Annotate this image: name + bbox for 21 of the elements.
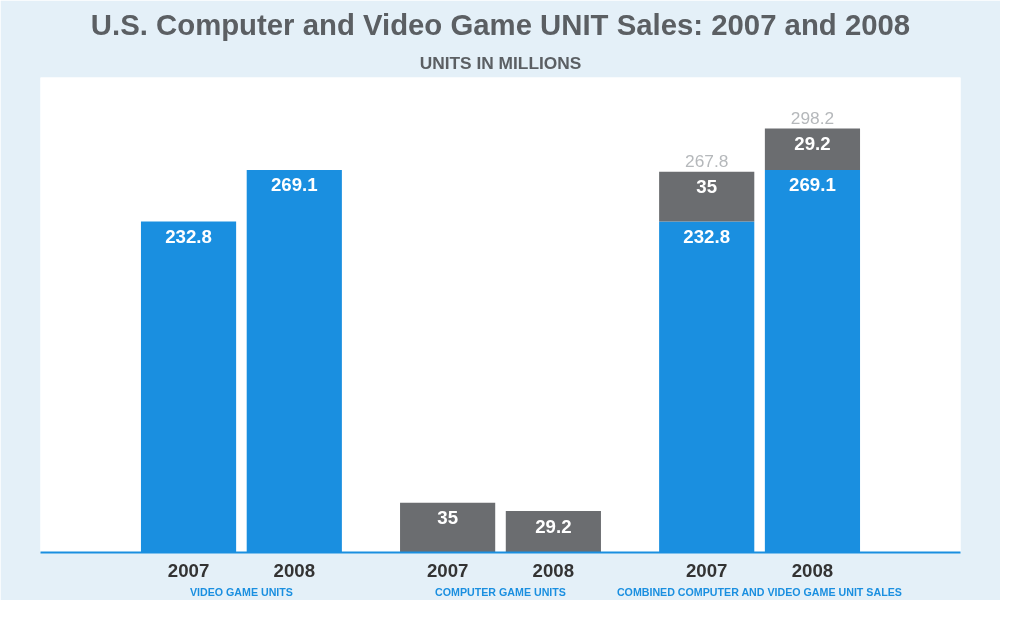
x-tick-label: 2008 xyxy=(791,559,834,581)
data-label: 269.1 xyxy=(270,174,318,196)
x-tick-label: 2007 xyxy=(167,559,210,581)
total-label: 267.8 xyxy=(685,151,729,172)
text: COMPUTER GAME UNITS xyxy=(435,585,566,598)
total-label: 298.2 xyxy=(790,108,835,129)
chart-subtitle: UNITS IN MILLIONS xyxy=(419,52,582,73)
data-label: 29.2 xyxy=(794,132,831,154)
chart-title: U.S. Computer and Video Game UNIT Sales: 2007 and 2008 xyxy=(90,7,911,41)
x-tick-label: 2007 xyxy=(426,559,469,581)
text: VIDEO GAME UNITS xyxy=(189,585,293,598)
data-label: 35 xyxy=(437,507,459,529)
x-tick-label: 2008 xyxy=(273,559,316,581)
data-label: 35 xyxy=(696,176,718,198)
text: COMBINED COMPUTER AND VIDEO GAME UNIT SALES xyxy=(616,585,902,598)
data-label: 232.8 xyxy=(165,226,212,248)
x-tick-label: 2008 xyxy=(532,559,575,581)
x-tick-label: 2007 xyxy=(685,559,728,581)
data-label: 29.2 xyxy=(535,515,572,537)
data-label: 232.8 xyxy=(683,226,731,248)
data-label: 269.1 xyxy=(789,174,836,196)
